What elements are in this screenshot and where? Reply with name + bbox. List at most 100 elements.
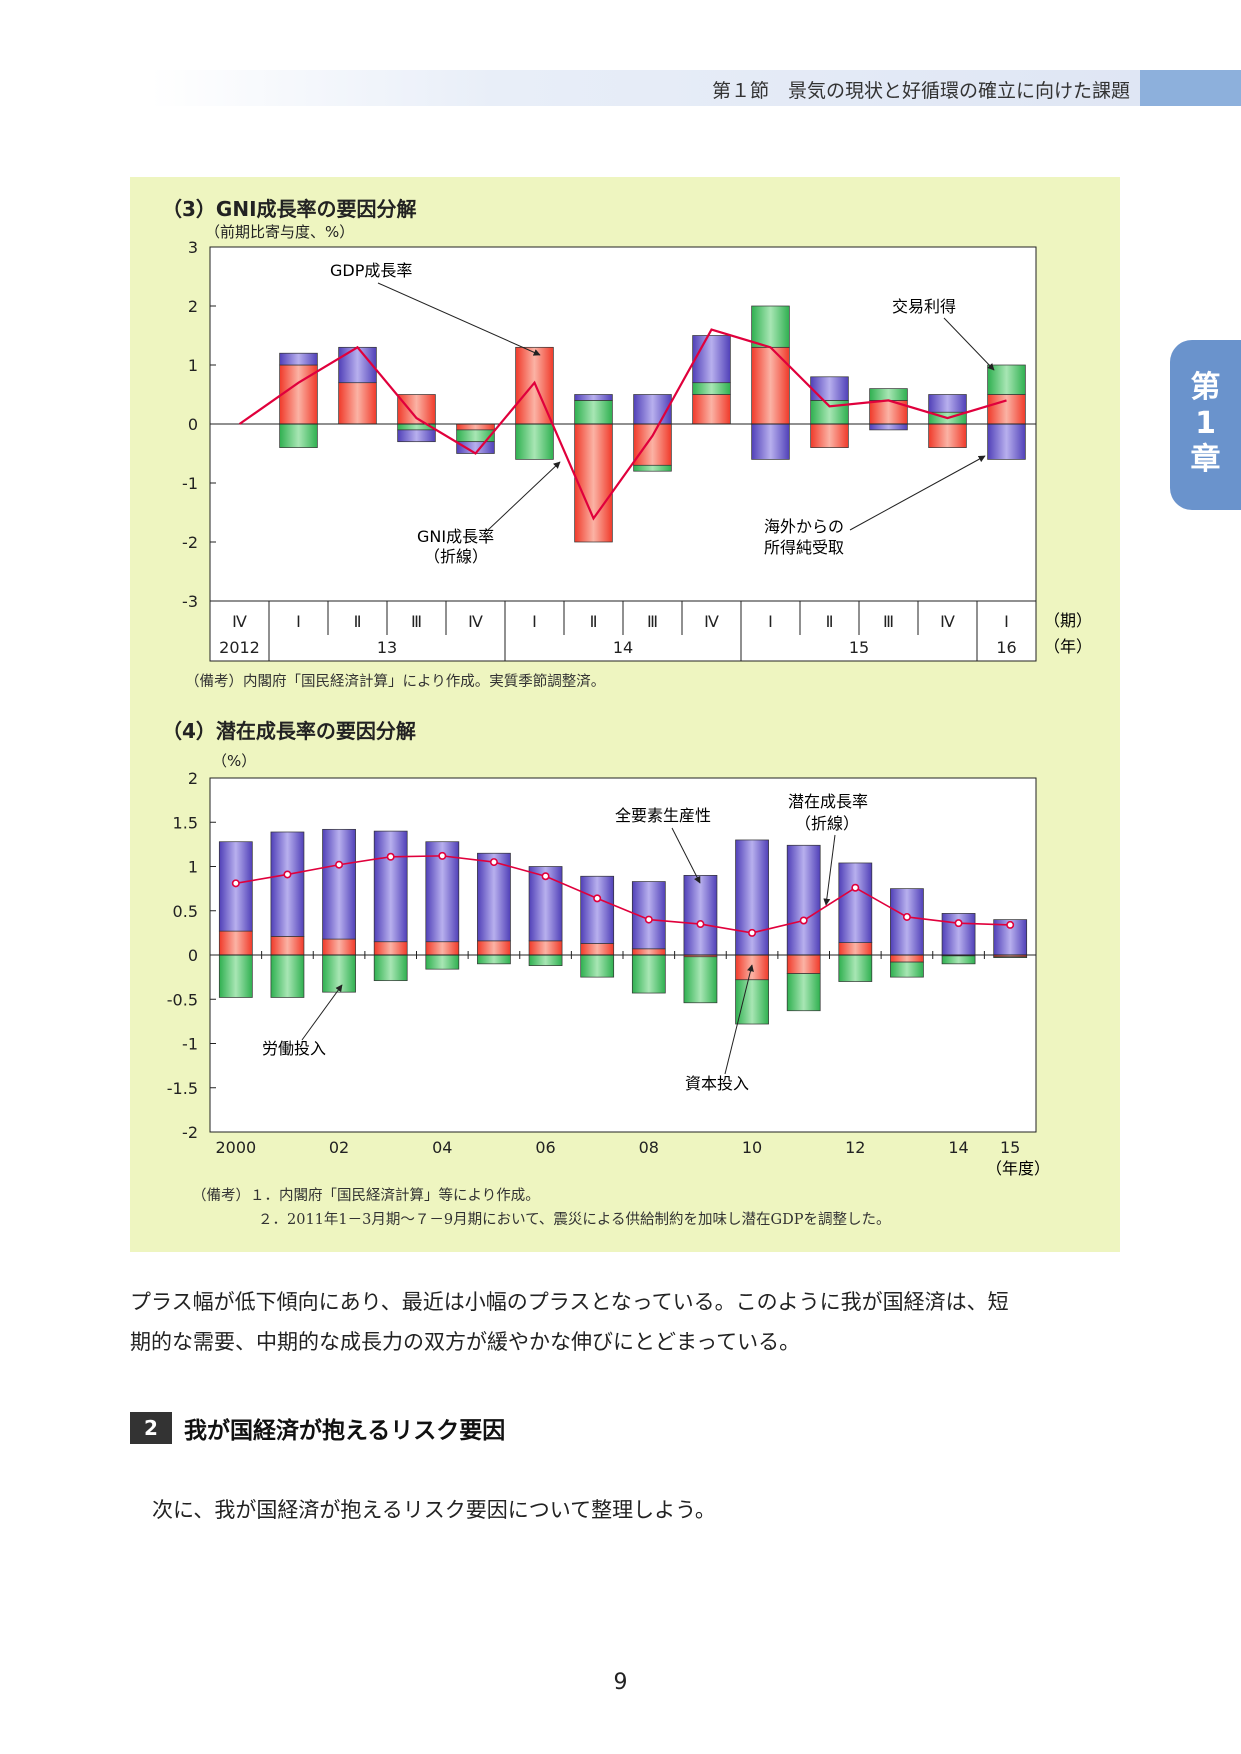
y-tick-label: 1	[188, 356, 198, 375]
chapter-tab-line: 1	[1195, 406, 1216, 441]
bar-segment-blue	[838, 862, 873, 943]
year-label: 16	[996, 638, 1016, 657]
bar-segment-green	[869, 388, 908, 401]
chapter-tab-line: 第	[1190, 370, 1221, 405]
annotation-gni-arrow	[487, 461, 561, 531]
bar-segment-red	[692, 394, 731, 425]
annotation-labor: 労働投入	[262, 1039, 326, 1058]
annotation-labor-arrow	[301, 984, 343, 1041]
annotation-capital-arrow	[724, 964, 754, 1075]
bar-segment-blue	[456, 441, 495, 454]
chart3-title: （3）GNI成長率の要因分解	[162, 197, 417, 221]
bar-segment-blue	[987, 423, 1026, 460]
annotation-trade-gain: 交易利得	[892, 297, 956, 316]
bar-segment-blue	[528, 866, 563, 942]
bar-segment-red	[270, 936, 305, 956]
bar-segment-green	[786, 973, 821, 1012]
line-point	[541, 872, 550, 881]
bar-segment-red	[735, 954, 769, 981]
chart3-unit: （前期比寄与度、%）	[205, 223, 355, 241]
annotation-tfp-arrow	[671, 827, 701, 884]
annotation-trade-arrow	[943, 317, 995, 371]
bar-segment-blue	[692, 335, 731, 384]
bar-segment-green	[631, 954, 666, 994]
line-point	[851, 883, 860, 892]
bar-segment-red	[987, 394, 1026, 425]
annotation-potential-arrow	[823, 834, 836, 906]
y-tick-label: 0	[188, 946, 198, 965]
bar-segment-blue	[869, 423, 908, 431]
annotation-income-1: 海外からの	[764, 517, 844, 536]
chart4-year-unit: （年度）	[986, 1159, 1050, 1178]
annotation-gni-line: （折線）	[424, 547, 488, 566]
x-tick-label: Ⅰ	[768, 612, 773, 631]
paragraph-1-line-1: プラス幅が低下傾向にあり、最近は小幅のプラスとなっている。このように我が国経済は…	[130, 1290, 1009, 1314]
y-tick-label: -1	[182, 1035, 198, 1054]
bar-segment-red	[574, 423, 613, 543]
annotation-gdp-growth: GDP成長率	[330, 261, 412, 280]
bar-segment-green	[322, 954, 356, 993]
chapter-tab-line: 章	[1190, 442, 1221, 477]
x-tick-label: 06	[535, 1138, 555, 1157]
bar-segment-red	[786, 954, 821, 974]
x-tick-label: Ⅲ	[411, 612, 422, 631]
line-series	[235, 855, 1011, 934]
bar-segment-green	[515, 423, 554, 460]
bar-segment-green	[279, 423, 318, 448]
bar-segment-red	[810, 423, 849, 448]
line-point	[954, 919, 963, 928]
bar-segment-blue	[279, 352, 318, 366]
gni-growth-chart: 3 2 1 0 -1 -2 -3 Ⅳ Ⅰ Ⅱ Ⅲ Ⅳ Ⅰ Ⅱ Ⅲ Ⅳ Ⅰ Ⅱ Ⅲ Ⅳ Ⅰ 2012 13 14 15 16 （期…	[182, 238, 1092, 662]
annotation-income-2: 所得純受取	[764, 538, 844, 557]
bar-segment-green	[838, 954, 873, 982]
y-tick-label: -1.5	[167, 1079, 198, 1098]
section-number: 2	[130, 1412, 172, 1444]
annotation-potential-1: 潜在成長率	[788, 792, 868, 811]
year-label: 13	[377, 638, 397, 657]
bar-segment-blue	[574, 394, 613, 401]
section-heading: 2 我が国経済が抱えるリスク要因	[130, 1410, 505, 1446]
bar-segment-green	[735, 979, 769, 1025]
bar-segment-blue	[633, 394, 672, 425]
paragraph-1-line-2: 期的な需要、中期的な成長力の双方が緩やかな伸びにとどまっている。	[130, 1330, 801, 1354]
line-series	[238, 328, 1007, 521]
y-tick-label: 2	[188, 297, 198, 316]
chapter-tab: 第 1 章	[1170, 340, 1241, 510]
y-tick-label: -1	[182, 474, 198, 493]
bar-segment-red	[633, 423, 672, 466]
bar-segment-green	[218, 954, 253, 998]
bar-segment-blue	[751, 423, 790, 460]
header-accent	[1140, 70, 1241, 106]
chart3-period-unit: （期）	[1044, 611, 1092, 630]
line-point	[902, 912, 911, 921]
bar-segment-red	[338, 382, 377, 425]
bar-segment-blue	[477, 852, 511, 942]
bar-segment-blue	[890, 888, 924, 956]
y-tick-label: -2	[182, 1123, 198, 1142]
bar-segment-blue	[810, 376, 849, 401]
chart4-note-2: ２．2011年1－3月期～７－9月期において、震災による供給制約を加味し潜在GD…	[258, 1212, 891, 1228]
annotation-gni-growth: GNI成長率	[417, 527, 494, 546]
x-tick-label: Ⅲ	[647, 612, 658, 631]
year-label: 14	[613, 638, 633, 657]
line-point	[593, 894, 602, 903]
line-point	[799, 916, 808, 925]
annotation-tfp: 全要素生産性	[615, 806, 711, 825]
x-tick-label: 12	[845, 1138, 865, 1157]
x-tick-label: Ⅱ	[826, 612, 834, 631]
bar-segment-red	[218, 930, 253, 956]
x-tick-label: Ⅱ	[354, 612, 362, 631]
year-label: 2012	[219, 638, 260, 657]
x-tick-label: Ⅰ	[1004, 612, 1009, 631]
bar-segment-red	[580, 943, 615, 956]
bar-segment-red	[425, 941, 460, 956]
bar-segment-blue	[322, 828, 356, 940]
bar-segment-green	[528, 954, 563, 966]
bar-segment-blue	[683, 874, 718, 956]
chart4-title: （4）潜在成長率の要因分解	[162, 719, 416, 743]
line-point	[1006, 920, 1015, 929]
bar-segment-red	[477, 940, 511, 956]
x-tick-label: 2000	[215, 1138, 256, 1157]
line-point	[696, 920, 705, 929]
bar-segment-blue	[397, 429, 436, 443]
